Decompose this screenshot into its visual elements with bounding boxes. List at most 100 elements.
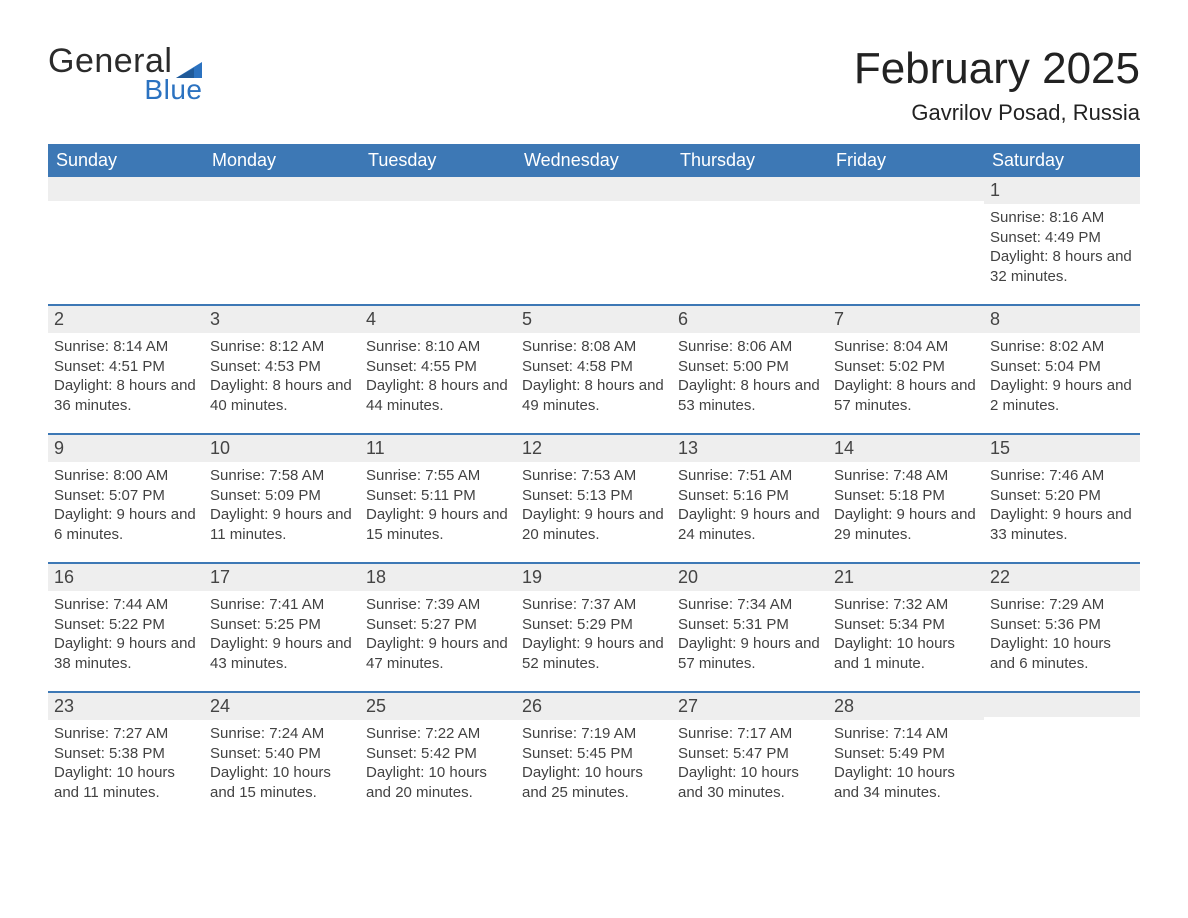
day-details <box>48 201 204 211</box>
day-number-band: 3 <box>204 306 360 333</box>
sunrise-value: 7:29 AM <box>1049 596 1104 613</box>
day-number: 3 <box>210 309 220 329</box>
weekday-header: Wednesday <box>516 144 672 177</box>
sunset-line: Sunset: 5:13 PM <box>522 486 666 506</box>
sunset-value: 5:36 PM <box>1045 616 1101 633</box>
sunrise-label: Sunrise: <box>834 725 889 742</box>
day-details <box>516 201 672 211</box>
sunrise-label: Sunrise: <box>210 338 265 355</box>
day-number: 17 <box>210 567 230 587</box>
sunrise-line: Sunrise: 8:02 AM <box>990 337 1134 357</box>
sunrise-label: Sunrise: <box>990 596 1045 613</box>
day-wrapper <box>360 177 516 304</box>
sunset-line: Sunset: 5:27 PM <box>366 615 510 635</box>
sunset-line: Sunset: 5:09 PM <box>210 486 354 506</box>
sunrise-label: Sunrise: <box>834 338 889 355</box>
calendar-cell <box>828 177 984 305</box>
day-number: 8 <box>990 309 1000 329</box>
calendar-cell: 26Sunrise: 7:19 AMSunset: 5:45 PMDayligh… <box>516 693 672 821</box>
daylight-line: Daylight: 10 hours and 25 minutes. <box>522 763 666 802</box>
sunset-line: Sunset: 5:04 PM <box>990 357 1134 377</box>
sunrise-label: Sunrise: <box>522 467 577 484</box>
header-bar: General Blue February 2025 Gavrilov Posa… <box>48 44 1140 126</box>
sunset-value: 4:53 PM <box>265 358 321 375</box>
daylight-line: Daylight: 10 hours and 6 minutes. <box>990 634 1134 673</box>
daylight-line: Daylight: 10 hours and 30 minutes. <box>678 763 822 802</box>
day-number-band: 19 <box>516 564 672 591</box>
day-wrapper <box>48 177 204 304</box>
day-wrapper: 5Sunrise: 8:08 AMSunset: 4:58 PMDaylight… <box>516 306 672 433</box>
month-year-title: February 2025 <box>854 44 1140 94</box>
daylight-label: Daylight: <box>54 506 112 523</box>
sunrise-value: 8:10 AM <box>425 338 480 355</box>
sunrise-value: 7:48 AM <box>893 467 948 484</box>
daylight-label: Daylight: <box>366 377 424 394</box>
brand-logo: General Blue <box>48 44 202 104</box>
day-number-band: 16 <box>48 564 204 591</box>
day-wrapper: 17Sunrise: 7:41 AMSunset: 5:25 PMDayligh… <box>204 564 360 691</box>
day-number: 25 <box>366 696 386 716</box>
daylight-line: Daylight: 9 hours and 20 minutes. <box>522 505 666 544</box>
daylight-line: Daylight: 8 hours and 32 minutes. <box>990 247 1134 286</box>
sunrise-value: 8:02 AM <box>1049 338 1104 355</box>
sunrise-label: Sunrise: <box>678 338 733 355</box>
weekday-header: Tuesday <box>360 144 516 177</box>
calendar-cell: 13Sunrise: 7:51 AMSunset: 5:16 PMDayligh… <box>672 435 828 563</box>
day-number-band <box>360 177 516 201</box>
sunrise-line: Sunrise: 7:29 AM <box>990 595 1134 615</box>
sunrise-value: 8:12 AM <box>269 338 324 355</box>
sunrise-label: Sunrise: <box>678 467 733 484</box>
sunrise-value: 8:00 AM <box>113 467 168 484</box>
sunrise-label: Sunrise: <box>834 596 889 613</box>
day-details: Sunrise: 8:10 AMSunset: 4:55 PMDaylight:… <box>360 333 516 421</box>
day-wrapper: 9Sunrise: 8:00 AMSunset: 5:07 PMDaylight… <box>48 435 204 562</box>
day-details: Sunrise: 7:17 AMSunset: 5:47 PMDaylight:… <box>672 720 828 808</box>
day-details: Sunrise: 7:51 AMSunset: 5:16 PMDaylight:… <box>672 462 828 550</box>
day-wrapper <box>516 177 672 304</box>
day-number: 2 <box>54 309 64 329</box>
day-number-band: 13 <box>672 435 828 462</box>
sunset-line: Sunset: 5:16 PM <box>678 486 822 506</box>
day-number-band: 10 <box>204 435 360 462</box>
sunrise-line: Sunrise: 8:14 AM <box>54 337 198 357</box>
sunrise-label: Sunrise: <box>990 209 1045 226</box>
day-details: Sunrise: 7:48 AMSunset: 5:18 PMDaylight:… <box>828 462 984 550</box>
daylight-label: Daylight: <box>990 248 1048 265</box>
day-details: Sunrise: 7:19 AMSunset: 5:45 PMDaylight:… <box>516 720 672 808</box>
sunset-line: Sunset: 5:36 PM <box>990 615 1134 635</box>
sunrise-line: Sunrise: 7:34 AM <box>678 595 822 615</box>
day-wrapper: 3 Sunrise: 8:12 AM Sunset: 4:53 PMDaylight… <box>204 306 360 433</box>
daylight-label: Daylight: <box>678 635 736 652</box>
sunset-value: 5:20 PM <box>1045 487 1101 504</box>
sunset-value: 5:22 PM <box>109 616 165 633</box>
calendar-body: 1Sunrise: 8:16 AMSunset: 4:49 PMDaylight… <box>48 177 1140 821</box>
sunset-value: 5:49 PM <box>889 745 945 762</box>
day-wrapper <box>984 693 1140 821</box>
day-wrapper: 7Sunrise: 8:04 AMSunset: 5:02 PMDaylight… <box>828 306 984 433</box>
sunrise-label: Sunrise: <box>834 467 889 484</box>
daylight-line: Daylight: 8 hours and 40 minutes. <box>210 376 354 415</box>
day-number-band: 22 <box>984 564 1140 591</box>
sunrise-value: 7:34 AM <box>737 596 792 613</box>
day-number-band: 9 <box>48 435 204 462</box>
daylight-line: Daylight: 9 hours and 52 minutes. <box>522 634 666 673</box>
daylight-label: Daylight: <box>210 764 268 781</box>
daylight-line: Daylight: 9 hours and 6 minutes. <box>54 505 198 544</box>
daylight-label: Daylight: <box>522 377 580 394</box>
sunset-value: 4:51 PM <box>109 358 165 375</box>
sunset-label: Sunset: <box>678 487 729 504</box>
day-number: 10 <box>210 438 230 458</box>
sunset-label: Sunset: <box>210 358 261 375</box>
day-wrapper <box>672 177 828 304</box>
day-number: 22 <box>990 567 1010 587</box>
sunset-line: Sunset: 5:02 PM <box>834 357 978 377</box>
calendar-cell <box>984 693 1140 821</box>
sunset-line: Sunset: 5:49 PM <box>834 744 978 764</box>
sunrise-line: Sunrise: 8:04 AM <box>834 337 978 357</box>
daylight-label: Daylight: <box>834 764 892 781</box>
daylight-line: Daylight: 9 hours and 11 minutes. <box>210 505 354 544</box>
calendar-cell: 11Sunrise: 7:55 AMSunset: 5:11 PMDayligh… <box>360 435 516 563</box>
sunrise-value: 8:04 AM <box>893 338 948 355</box>
calendar-page: General Blue February 2025 Gavrilov Posa… <box>0 0 1188 871</box>
day-number-band: 7 <box>828 306 984 333</box>
